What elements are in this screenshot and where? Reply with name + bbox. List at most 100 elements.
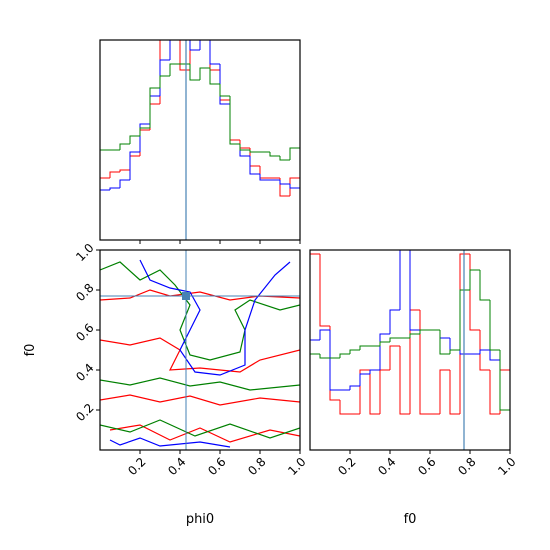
contour xyxy=(109,424,300,443)
hist-step xyxy=(379,369,390,414)
hist-step xyxy=(209,40,220,71)
hist-step xyxy=(199,40,201,50)
x-tick-label: 0.6 xyxy=(415,455,438,478)
y-tick-label: 0.2 xyxy=(73,401,96,424)
hist-step xyxy=(369,369,380,374)
hist-step xyxy=(129,155,140,170)
hist-step xyxy=(319,254,330,327)
hist-step xyxy=(379,333,390,370)
hist-step xyxy=(399,250,401,310)
hist-step xyxy=(449,349,460,354)
hist-step xyxy=(119,179,130,188)
hist-step xyxy=(329,326,340,401)
hist-step xyxy=(310,353,320,450)
panel-frame xyxy=(99,249,301,451)
hist-step xyxy=(389,337,400,342)
contour xyxy=(100,419,300,439)
hist-step xyxy=(339,353,350,358)
hist-step xyxy=(339,400,350,415)
hist-step xyxy=(259,166,270,179)
hist-step xyxy=(359,373,370,386)
hist-step xyxy=(189,64,200,81)
x-tick-label: 1.0 xyxy=(495,455,518,478)
hist-step xyxy=(439,330,450,339)
hist-step xyxy=(349,385,360,390)
hist-step xyxy=(170,20,180,30)
contour xyxy=(139,259,291,376)
hist-step xyxy=(459,289,470,350)
hist-step xyxy=(399,346,410,415)
contour xyxy=(100,337,300,373)
hist-step xyxy=(389,309,400,334)
hist-step xyxy=(349,349,360,354)
panel-frame xyxy=(309,249,511,451)
histograms xyxy=(100,20,300,240)
hist-step xyxy=(229,100,240,141)
hist-step xyxy=(279,178,290,197)
hist-step xyxy=(269,152,280,157)
hist-step xyxy=(100,177,110,240)
hist-step xyxy=(310,339,320,450)
hist-step xyxy=(499,350,510,450)
hist-step xyxy=(200,20,210,40)
hist-step xyxy=(159,75,170,88)
hist-step xyxy=(169,40,171,60)
hist-step xyxy=(479,270,490,301)
hist-step xyxy=(249,156,260,175)
x-tick-label: 1.0 xyxy=(285,455,308,478)
x-tick-label: 0.8 xyxy=(245,455,268,478)
hist-step xyxy=(310,253,320,450)
hist-step xyxy=(289,147,300,240)
hist-step xyxy=(189,40,200,51)
x-tick-label: 0.4 xyxy=(375,455,398,478)
hist-step xyxy=(179,40,190,41)
hist-step xyxy=(249,148,260,167)
contour xyxy=(109,437,231,448)
hist-step xyxy=(489,370,500,415)
hist-step xyxy=(479,330,490,371)
x-axis-label: f0 xyxy=(404,512,417,527)
hist-step xyxy=(109,171,120,178)
hist-step xyxy=(189,40,200,70)
hist-step xyxy=(459,253,470,414)
contours xyxy=(100,259,300,448)
hist-step xyxy=(100,189,110,240)
panel-frame xyxy=(99,39,301,241)
hist-step xyxy=(359,345,370,350)
hist-step xyxy=(459,350,470,355)
hist-step xyxy=(109,187,120,190)
hist-step xyxy=(379,341,390,346)
hist-step xyxy=(449,338,460,351)
hist-step xyxy=(369,370,380,415)
hist-step xyxy=(100,149,110,240)
hist-step xyxy=(279,156,290,161)
contour xyxy=(100,377,300,391)
x-tick-label: 0.6 xyxy=(205,455,228,478)
hist-step xyxy=(319,354,330,359)
hist-step xyxy=(409,250,420,331)
y-tick-label: 0.8 xyxy=(73,281,96,304)
hist-step xyxy=(289,177,300,240)
hist-step xyxy=(449,370,460,415)
contour xyxy=(100,394,300,406)
hist-step xyxy=(229,96,240,145)
hist-step xyxy=(119,169,130,172)
hist-step xyxy=(159,40,161,104)
x-tick-label: 0.2 xyxy=(125,455,148,478)
hist-step xyxy=(149,103,160,130)
hist-step xyxy=(219,64,230,105)
hist-step xyxy=(139,127,150,136)
contour xyxy=(100,261,300,361)
hist-step xyxy=(239,144,250,151)
hist-step xyxy=(389,345,400,370)
hist-step xyxy=(409,309,420,414)
hist-step xyxy=(149,95,160,124)
hist-step xyxy=(259,174,270,181)
hist-step xyxy=(229,104,240,145)
hist-step xyxy=(209,40,220,65)
hist-step xyxy=(439,369,450,414)
x-axis-label: phi0 xyxy=(186,512,214,527)
hist-step xyxy=(129,135,140,144)
hist-step xyxy=(219,84,230,97)
